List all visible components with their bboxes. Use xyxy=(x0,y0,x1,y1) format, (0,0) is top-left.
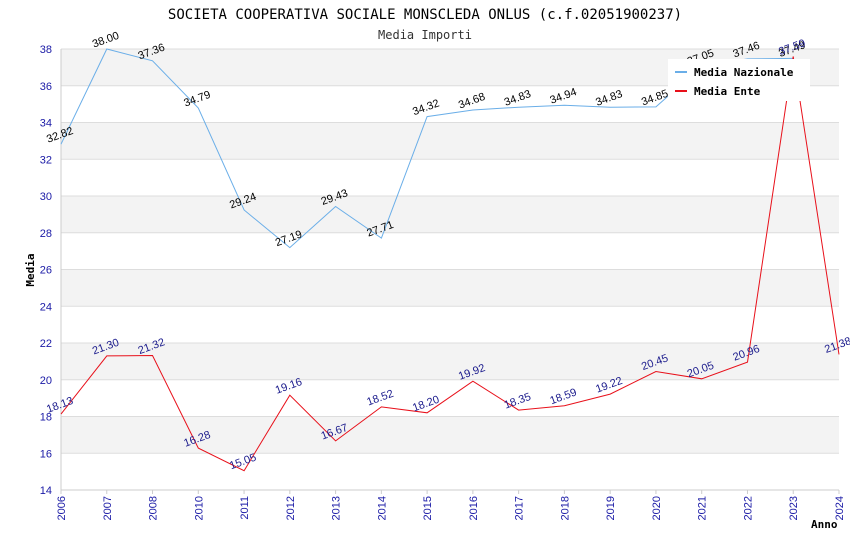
x-axis-ticks: 2006 2007 2008 2010 2011 2012 2013 2014 2015 2016… xyxy=(56,490,846,520)
legend: Media Nazionale Media Ente xyxy=(668,59,810,101)
grid-band xyxy=(61,159,839,196)
y-tick-label: 34 xyxy=(40,118,52,130)
y-tick-label: 20 xyxy=(40,375,52,387)
grid-band xyxy=(61,269,839,307)
data-label: 38.00 xyxy=(91,30,121,51)
grid-band xyxy=(61,122,839,160)
y-tick-label: 32 xyxy=(40,154,52,166)
legend-label-nazionale: Media Nazionale xyxy=(694,66,794,79)
y-axis-ticks: 14 16 18 20 22 24 26 28 30 32 34 36 38 xyxy=(40,44,52,497)
grid-band xyxy=(61,196,839,233)
chart-subtitle: Media Importi xyxy=(378,28,472,42)
x-tick-label: 2016 xyxy=(468,496,480,520)
y-tick-label: 22 xyxy=(40,338,52,350)
x-tick-label: 2022 xyxy=(742,496,754,520)
grid-band xyxy=(61,416,839,454)
x-tick-label: 2018 xyxy=(559,496,571,520)
x-tick-label: 2014 xyxy=(376,496,388,520)
x-tick-label: 2019 xyxy=(605,496,617,520)
grid-bands xyxy=(61,49,839,490)
y-tick-label: 26 xyxy=(40,265,52,277)
y-tick-label: 30 xyxy=(40,191,52,203)
gridlines xyxy=(60,48,839,491)
grid-band xyxy=(61,232,839,270)
legend-background xyxy=(668,59,810,101)
x-tick-label: 2024 xyxy=(834,496,846,520)
y-axis-label: Media xyxy=(24,253,37,286)
x-tick-label: 2006 xyxy=(56,496,68,520)
x-tick-label: 2015 xyxy=(422,496,434,520)
y-tick-label: 24 xyxy=(40,301,52,313)
x-tick-label: 2008 xyxy=(148,496,160,520)
y-tick-label: 28 xyxy=(40,228,52,240)
grid-band xyxy=(61,453,839,490)
x-tick-label: 2020 xyxy=(651,496,663,520)
x-tick-label: 2012 xyxy=(285,496,297,520)
y-tick-label: 18 xyxy=(40,412,52,424)
x-tick-label: 2011 xyxy=(239,496,251,520)
y-tick-label: 38 xyxy=(40,44,52,56)
x-tick-label: 2013 xyxy=(331,496,343,520)
y-tick-label: 36 xyxy=(40,81,52,93)
chart-title: SOCIETA COOPERATIVA SOCIALE MONSCLEDA ON… xyxy=(168,7,682,23)
legend-label-ente: Media Ente xyxy=(694,85,761,98)
grid-band xyxy=(61,343,839,380)
grid-band xyxy=(61,306,839,343)
x-tick-label: 2010 xyxy=(193,496,205,520)
x-tick-label: 2017 xyxy=(514,496,526,520)
x-tick-label: 2021 xyxy=(697,496,709,520)
x-axis-label: Anno xyxy=(811,518,838,531)
y-tick-label: 16 xyxy=(40,448,52,460)
y-tick-label: 14 xyxy=(40,485,52,497)
x-tick-label: 2023 xyxy=(788,496,800,520)
series-line xyxy=(60,56,840,472)
x-tick-label: 2007 xyxy=(102,496,114,520)
grid-band xyxy=(61,379,839,417)
